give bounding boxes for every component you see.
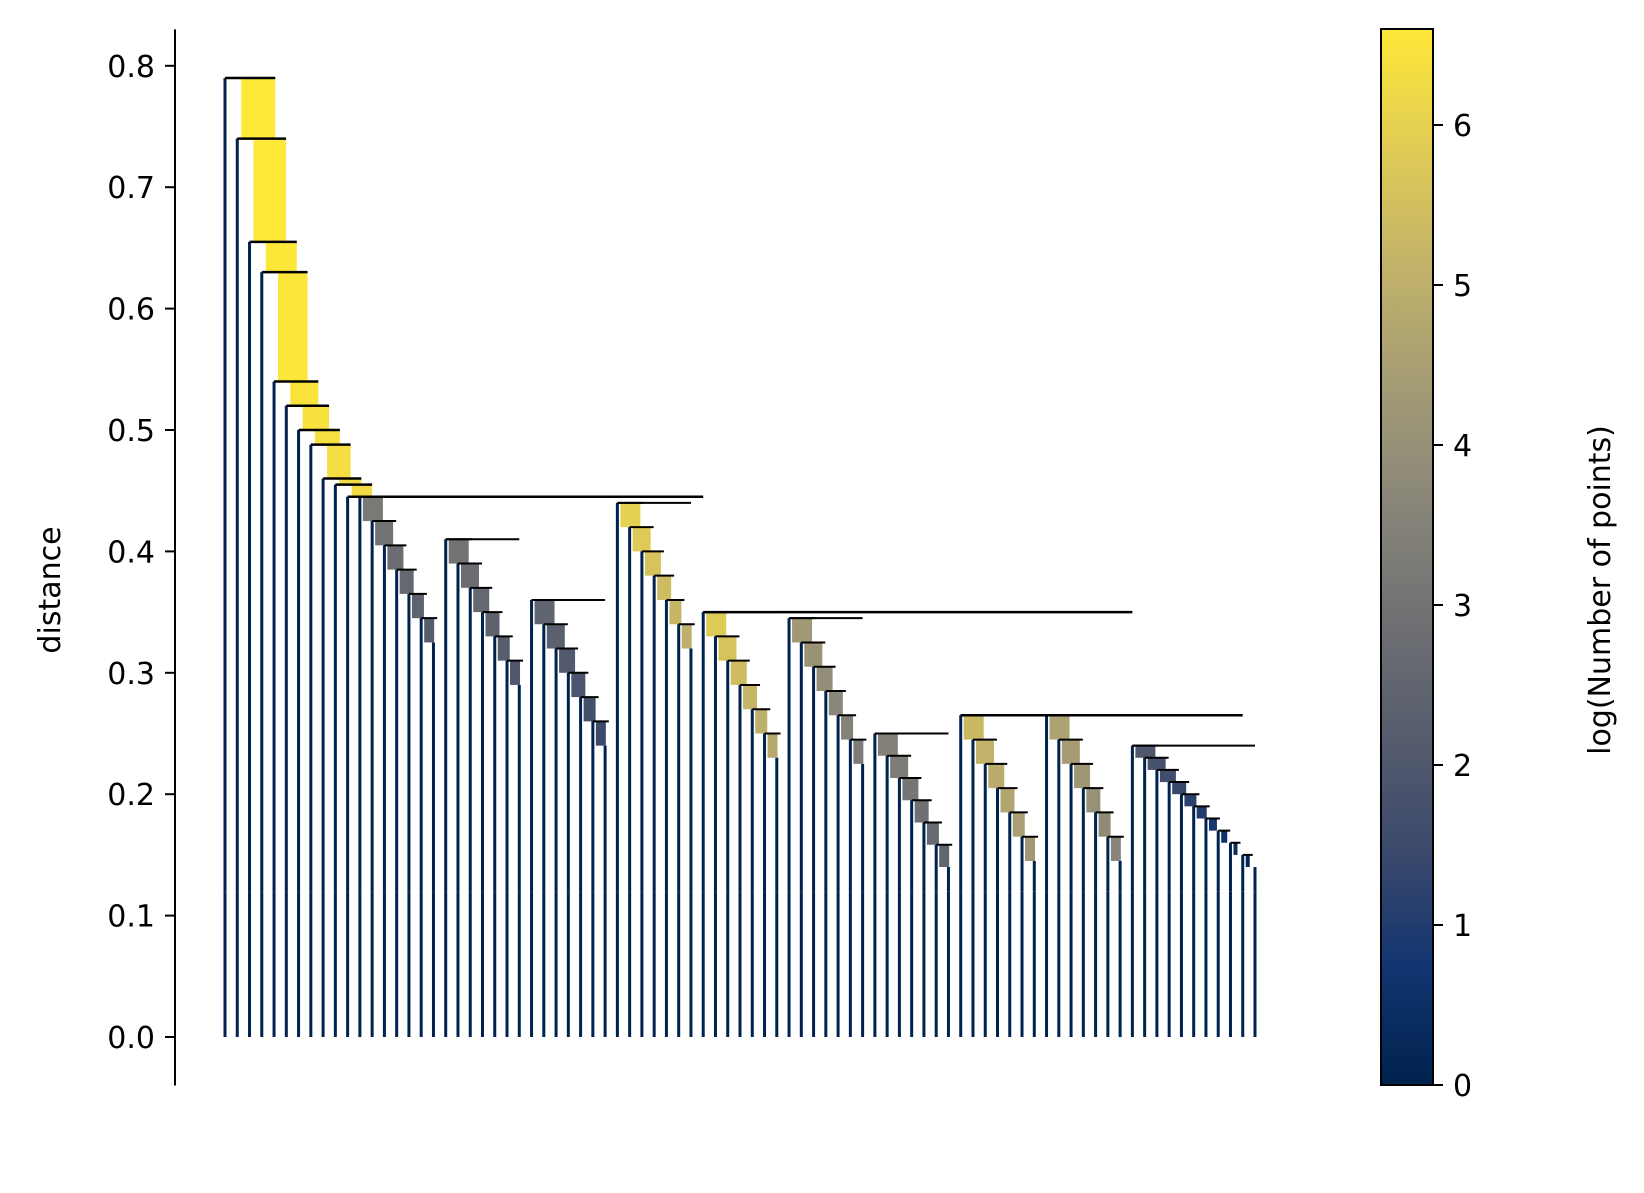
y-tick-label: 0.4 [107, 535, 155, 570]
cluster-bar [327, 444, 351, 479]
cluster-bar [939, 844, 950, 868]
cluster-bar [546, 624, 565, 649]
cluster-bar [1012, 812, 1025, 837]
cluster-bar [1245, 854, 1250, 868]
cluster-bar [792, 618, 813, 643]
cluster-bar [460, 563, 479, 588]
cluster-bar [755, 709, 768, 734]
cluster-bar [278, 272, 308, 382]
cluster-bar [988, 763, 1005, 789]
cluster-bar [497, 636, 510, 661]
cluster-bar [1172, 782, 1187, 795]
cluster-bar [448, 539, 469, 564]
y-tick-label: 0.5 [107, 414, 155, 449]
cluster-bar [1098, 812, 1111, 837]
y-tick-label: 0.3 [107, 657, 155, 692]
cluster-bar [473, 587, 490, 613]
cluster-bar [1049, 715, 1070, 740]
cluster-bar [804, 642, 823, 667]
colorbar: 0 1 2 3 4 5 6 [1380, 28, 1472, 1104]
colorbar-tick-label: 3 [1453, 589, 1472, 624]
cluster-bar [926, 822, 939, 845]
cluster-bar [362, 496, 383, 522]
cluster-bar [681, 624, 692, 649]
y-axis-label: distance [33, 526, 68, 653]
cluster-bar [963, 715, 984, 740]
cluster-bar [485, 612, 500, 637]
cluster-bar [730, 660, 747, 685]
cluster-bar [1159, 769, 1176, 783]
cluster-bar [767, 733, 778, 758]
cluster-bar [265, 241, 297, 273]
cluster-bar [1208, 818, 1217, 831]
cluster-bar [1147, 757, 1166, 770]
cluster-bar [1086, 788, 1101, 813]
colorbar-tick-label: 6 [1453, 109, 1472, 144]
colorbar-label: log(Number of points) [1583, 425, 1618, 755]
cluster-bar [302, 405, 330, 430]
cluster-bar [914, 800, 929, 823]
cluster-bar [411, 593, 424, 619]
cluster-bar [571, 672, 586, 698]
cluster-bar [534, 599, 555, 625]
cluster-bar [890, 755, 909, 779]
cluster-bar [1000, 788, 1015, 813]
cluster-bar [632, 527, 651, 552]
cluster-bar [975, 739, 994, 764]
cluster-bar [375, 521, 394, 546]
cluster-bar [1184, 794, 1197, 807]
cluster-bar [1221, 830, 1228, 843]
dendrogram [223, 76, 1257, 1037]
y-tick-label: 0.8 [107, 50, 155, 85]
y-tick-label: 0.7 [107, 171, 155, 206]
cluster-bar [1074, 763, 1091, 789]
cluster-bar [877, 733, 898, 756]
cluster-bar [253, 138, 287, 242]
y-tick-label: 0.6 [107, 293, 155, 328]
cluster-bar [902, 778, 919, 801]
cluster-bar [510, 660, 521, 685]
cluster-bar [743, 684, 757, 710]
cluster-bar [595, 721, 606, 746]
cluster-bar [399, 569, 414, 594]
cluster-bar [1025, 836, 1036, 861]
cluster-bar [290, 381, 319, 406]
cluster-bar [853, 739, 864, 764]
cluster-bar [583, 697, 596, 722]
y-axis: 0.0 0.1 0.2 0.3 0.4 0.5 0.6 0.7 0.8 [107, 29, 176, 1086]
cluster-bar [339, 478, 362, 485]
colorbar-gradient [1380, 28, 1434, 1086]
y-tick-label: 0.0 [107, 1021, 155, 1056]
cluster-bar [620, 502, 641, 528]
cluster-bar [559, 648, 576, 673]
cluster-bar [1110, 836, 1121, 861]
colorbar-tick-label: 0 [1453, 1069, 1472, 1104]
y-tick-label: 0.2 [107, 778, 155, 813]
cluster-bar [314, 430, 340, 445]
cluster-bar [1233, 842, 1238, 855]
cluster-bar [424, 618, 435, 643]
cluster-bar [718, 636, 737, 661]
cluster-bar [706, 612, 727, 637]
cluster-bar [828, 691, 843, 716]
cluster-bar [644, 551, 661, 576]
cluster-bar [669, 599, 682, 625]
cluster-bar [351, 484, 373, 497]
colorbar-tick-label: 1 [1453, 909, 1472, 944]
colorbar-tick-label: 2 [1453, 749, 1472, 784]
cluster-bar [816, 666, 833, 692]
cluster-bar [241, 77, 276, 139]
cluster-bar [1061, 739, 1080, 764]
colorbar-tick-label: 4 [1453, 429, 1472, 464]
cluster-bar [657, 575, 672, 600]
cluster-bar [841, 715, 854, 740]
y-tick-label: 0.1 [107, 900, 155, 935]
colorbar-tick-label: 5 [1453, 269, 1472, 304]
cluster-bar [1196, 806, 1207, 819]
cluster-bar [1135, 745, 1156, 758]
cluster-bar [387, 545, 404, 570]
